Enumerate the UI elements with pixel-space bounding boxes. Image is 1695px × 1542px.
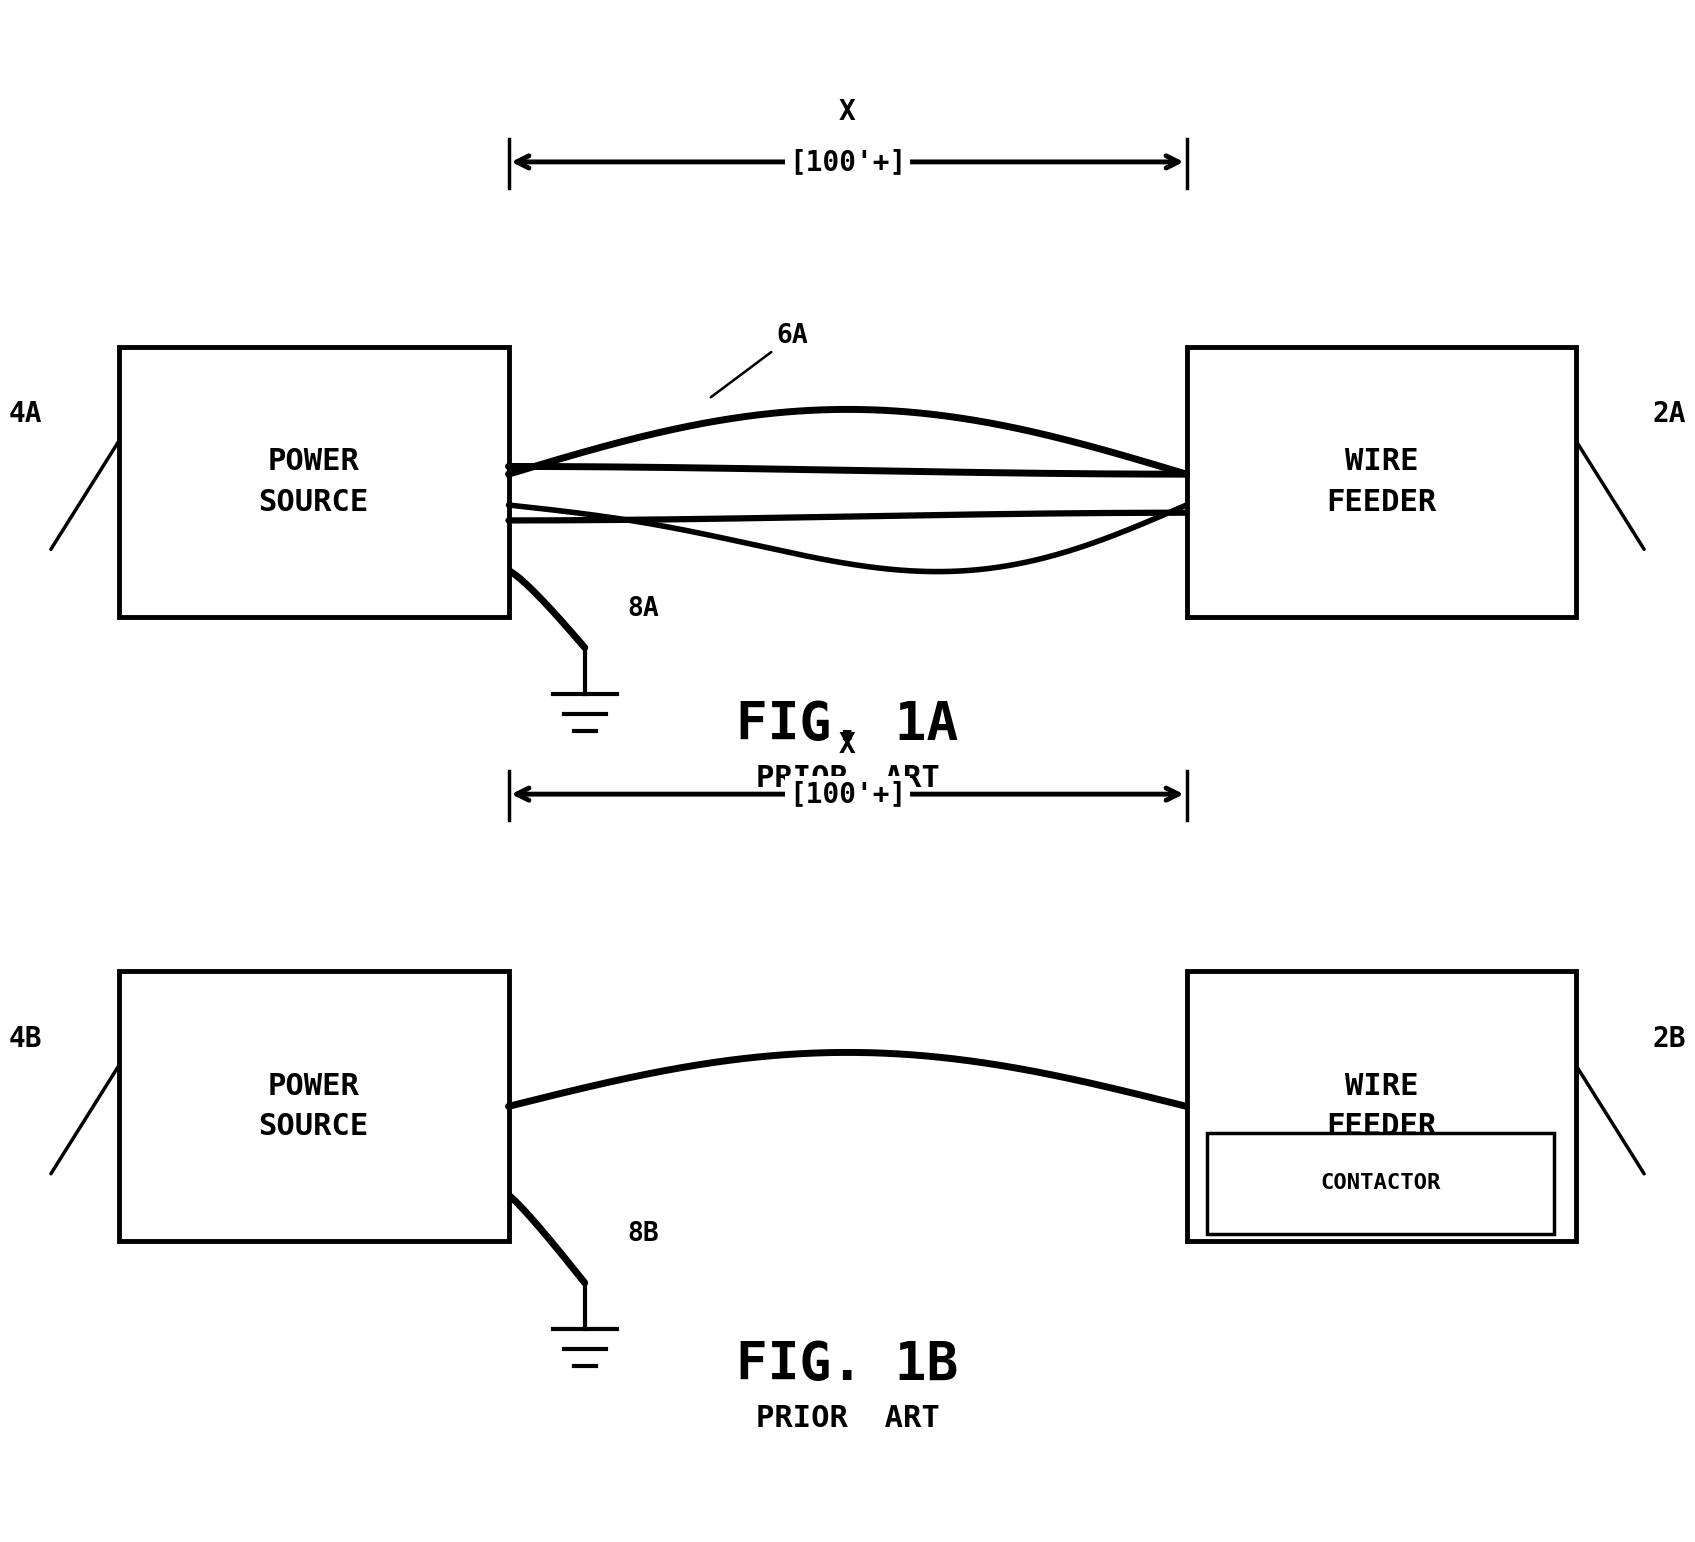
Text: [100'+]: [100'+] (788, 148, 907, 176)
Text: 4B: 4B (8, 1025, 42, 1053)
Text: [100'+]: [100'+] (788, 780, 907, 808)
Text: WIRE
FEEDER: WIRE FEEDER (1325, 1072, 1437, 1141)
Text: WIRE
FEEDER: WIRE FEEDER (1325, 447, 1437, 517)
Text: X: X (839, 731, 856, 759)
Text: POWER
SOURCE: POWER SOURCE (258, 1072, 370, 1141)
Bar (119, 971, 508, 1241)
Text: 8B: 8B (627, 1221, 659, 1246)
Bar (119, 347, 508, 617)
Bar (1186, 971, 1576, 1241)
Text: FIG. 1B: FIG. 1B (736, 1338, 959, 1391)
Bar (1207, 1133, 1554, 1234)
Text: 2A: 2A (1653, 401, 1687, 429)
Text: POWER
SOURCE: POWER SOURCE (258, 447, 370, 517)
Text: 4A: 4A (8, 401, 42, 429)
Text: PRIOR  ART: PRIOR ART (756, 765, 939, 793)
Bar (1186, 347, 1576, 617)
Text: 2B: 2B (1653, 1025, 1687, 1053)
Text: X: X (839, 99, 856, 126)
Text: 8A: 8A (627, 597, 659, 621)
Text: PRIOR  ART: PRIOR ART (756, 1405, 939, 1433)
Text: CONTACTOR: CONTACTOR (1320, 1173, 1441, 1194)
Text: FIG. 1A: FIG. 1A (736, 699, 959, 751)
Text: 6A: 6A (710, 324, 809, 398)
